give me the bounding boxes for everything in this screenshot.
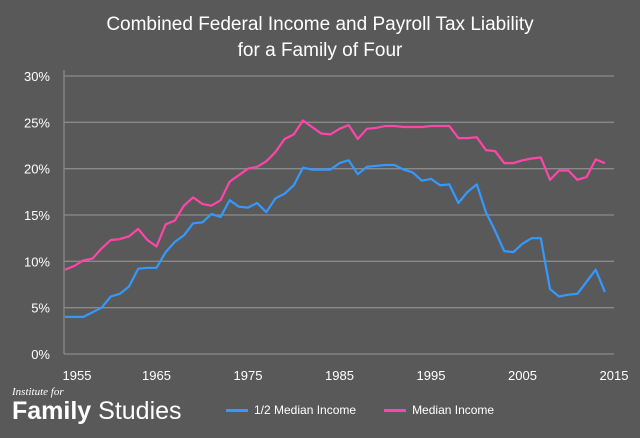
chart-title-line2: for a Family of Four (237, 40, 403, 61)
y-tick-label: 0% (31, 347, 50, 362)
logo-line1: Institute for (12, 386, 64, 398)
y-tick-label: 25% (24, 115, 50, 130)
legend-label: 1/2 Median Income (254, 403, 357, 417)
legend: 1/2 Median Income Median Income (226, 403, 494, 417)
y-tick-label: 10% (24, 254, 50, 269)
y-tick-label: 30% (24, 69, 50, 84)
logo: Institute for Family Studies (12, 386, 182, 424)
series-line-half-median-income (65, 159, 606, 318)
legend-item-median: Median Income (384, 403, 494, 417)
legend-item-half-median: 1/2 Median Income (226, 403, 356, 417)
x-tick-label: 1995 (417, 368, 446, 383)
series-line-median-income (64, 119, 606, 271)
x-tick-label: 1955 (63, 368, 92, 383)
logo-studies: Studies (91, 397, 182, 425)
x-tick-label: 1985 (325, 368, 354, 383)
legend-swatch (226, 409, 248, 413)
x-tick-label: 2005 (508, 368, 537, 383)
logo-family: Family (12, 397, 92, 425)
legend-label: Median Income (412, 403, 495, 417)
y-tick-label: 20% (24, 162, 50, 177)
y-tick-label: 15% (24, 208, 50, 223)
y-tick-label: 5% (31, 301, 50, 316)
legend-swatch (384, 409, 407, 413)
x-tick-label: 1965 (142, 368, 171, 383)
chart-title-line1: Combined Federal Income and Payroll Tax … (106, 14, 534, 35)
x-tick-label: 1975 (234, 368, 263, 383)
x-tick-label: 2015 (600, 368, 629, 383)
